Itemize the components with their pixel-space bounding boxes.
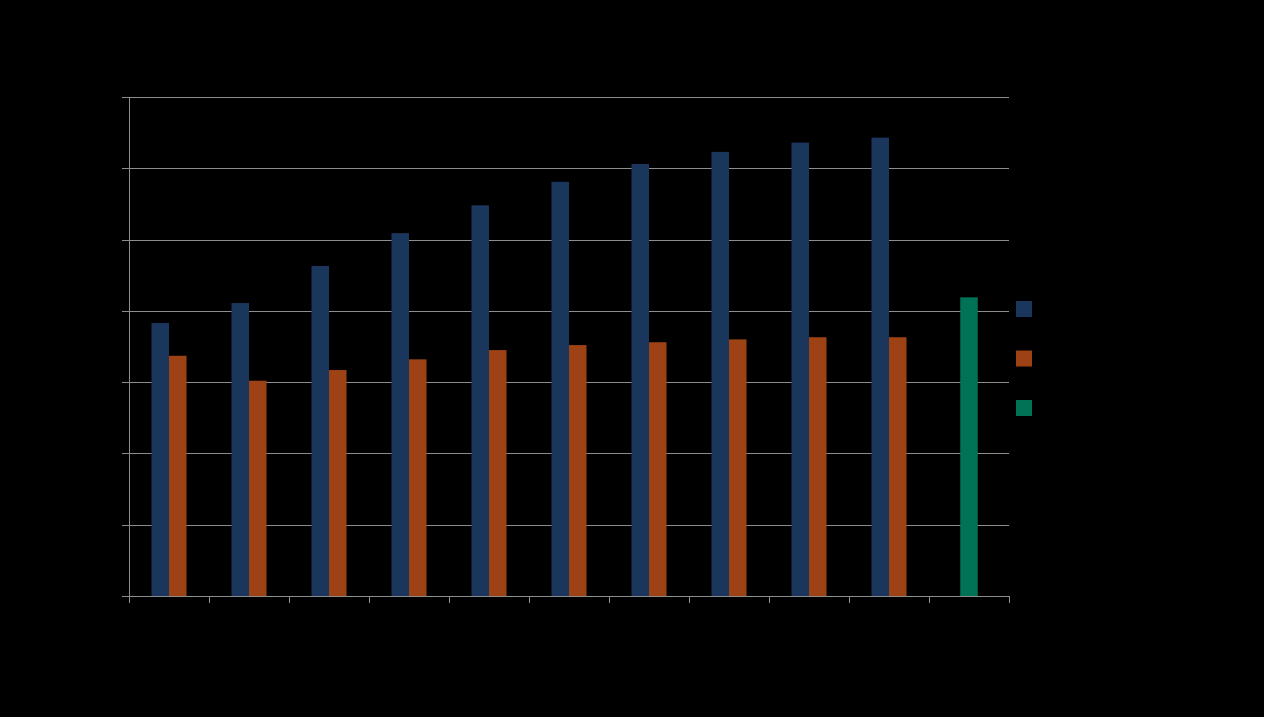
bar-series-2-cat-3 <box>329 370 347 596</box>
bar-series-1-cat-9 <box>791 142 809 596</box>
bar-series-1-cat-1 <box>151 322 169 596</box>
bar-series-1-cat-4 <box>391 233 409 597</box>
bar-series-3-cat-11 <box>960 297 978 596</box>
legend-swatch-series-2 <box>1016 350 1032 367</box>
legend-swatch-series-1 <box>1016 301 1032 317</box>
bar-series-1-cat-5 <box>471 205 489 596</box>
bar-series-2-cat-10 <box>889 337 907 596</box>
bar-series-2-cat-9 <box>809 337 827 596</box>
bar-series-2-cat-5 <box>489 350 507 596</box>
legend <box>1016 301 1032 416</box>
bars <box>151 137 978 597</box>
bar-series-1-cat-8 <box>711 151 729 596</box>
bar-series-2-cat-2 <box>249 380 267 596</box>
bar-series-2-cat-7 <box>649 342 667 596</box>
bar-series-1-cat-2 <box>231 303 249 596</box>
bar-series-2-cat-8 <box>729 339 747 596</box>
bar-series-2-cat-1 <box>169 355 187 596</box>
axes <box>122 97 1010 603</box>
bar-series-2-cat-6 <box>569 345 587 596</box>
bar-series-1-cat-7 <box>631 164 649 596</box>
bar-series-2-cat-4 <box>409 359 427 596</box>
bar-series-1-cat-3 <box>311 265 329 596</box>
bar-series-1-cat-10 <box>871 137 889 596</box>
legend-swatch-series-3 <box>1016 400 1032 416</box>
bar-series-1-cat-6 <box>551 181 569 596</box>
